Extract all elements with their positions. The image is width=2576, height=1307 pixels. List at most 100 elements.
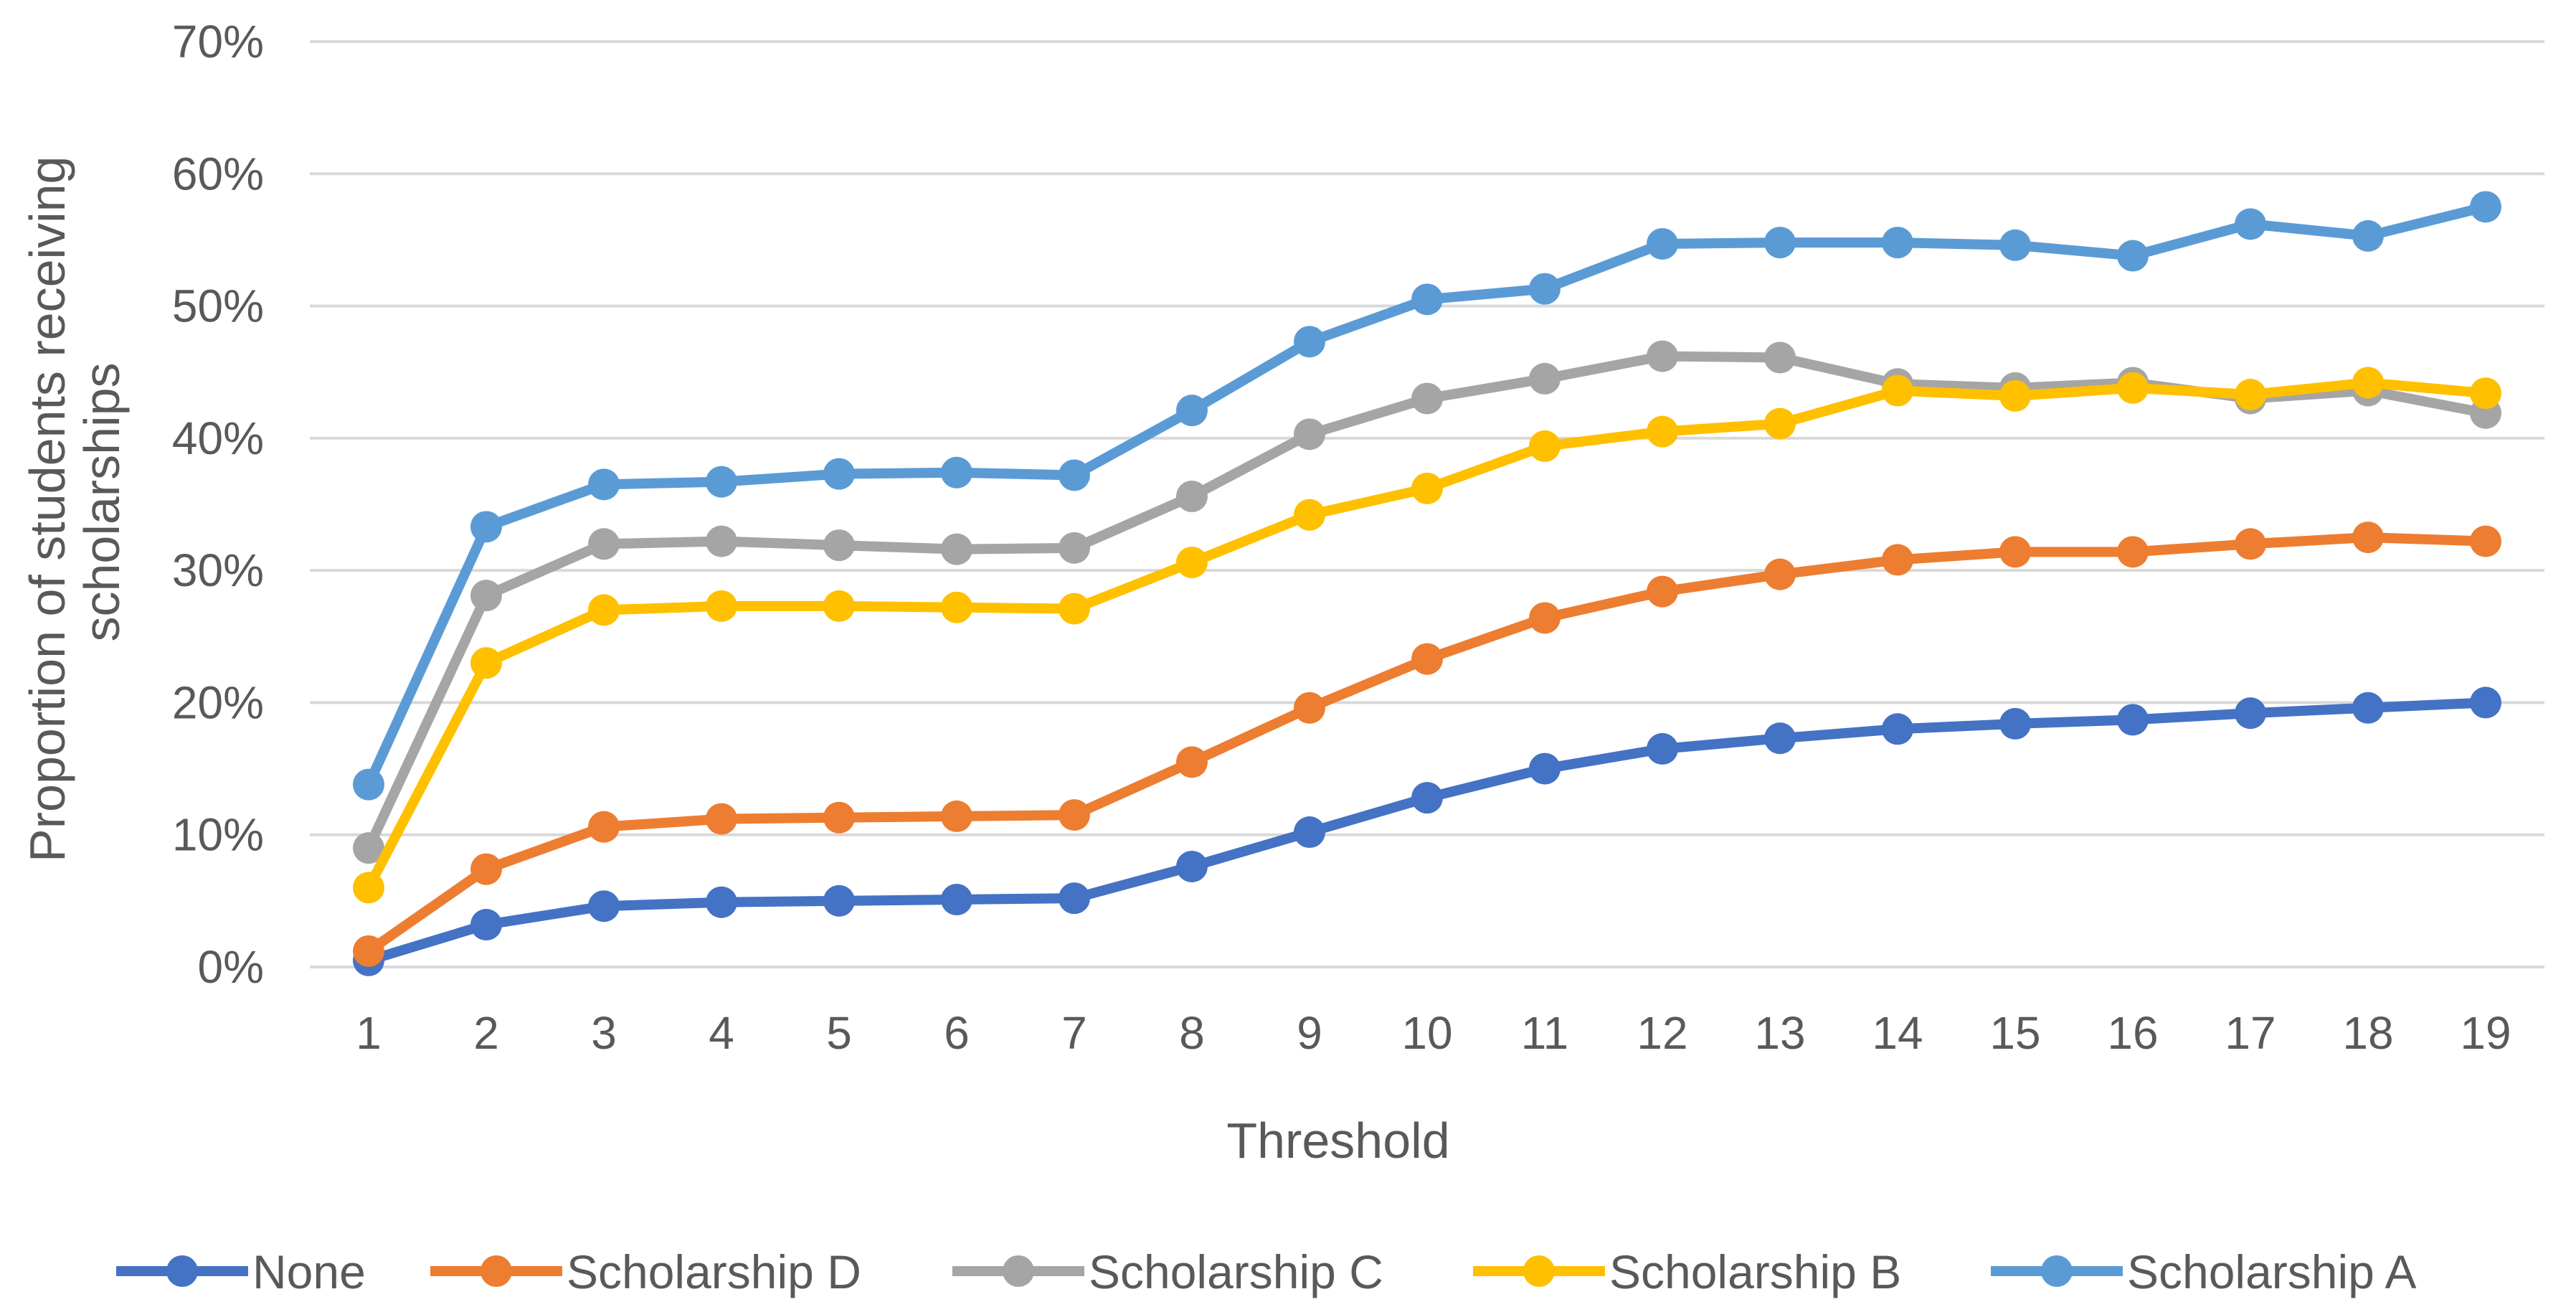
data-point	[1647, 227, 1678, 260]
data-point	[588, 890, 620, 923]
series-layer	[353, 191, 2501, 976]
data-point	[588, 594, 620, 626]
data-point	[1059, 882, 1090, 915]
x-axis-ticks: 1 2 3 4 5 6 7 8 9 10 11 12 13 14 15 16 17 18 19	[356, 1007, 2511, 1059]
legend-label: Scholarship D	[567, 1245, 861, 1298]
x-tick-label: 10	[1401, 1007, 1452, 1059]
data-point	[2235, 379, 2266, 411]
x-tick-label: 6	[944, 1007, 970, 1059]
y-tick-label: 50%	[172, 280, 264, 332]
data-point	[2352, 220, 2384, 252]
data-point	[353, 935, 384, 967]
data-point	[1176, 850, 1208, 882]
data-point	[470, 580, 502, 612]
data-point	[1411, 782, 1443, 814]
x-tick-label: 17	[2225, 1007, 2276, 1059]
data-point	[588, 528, 620, 560]
data-point	[1764, 722, 1796, 755]
data-point	[706, 466, 737, 498]
x-tick-label: 4	[709, 1007, 734, 1059]
data-point	[1411, 382, 1443, 415]
data-point	[1764, 558, 1796, 590]
data-point	[353, 832, 384, 864]
legend-swatch-marker	[1003, 1255, 1034, 1287]
y-axis-title: Proportion of students receiving scholar…	[19, 142, 130, 862]
data-point	[1294, 816, 1325, 849]
data-point	[588, 468, 620, 501]
data-point	[941, 800, 972, 832]
data-point	[1999, 536, 2031, 568]
data-point	[353, 872, 384, 904]
data-point	[1176, 480, 1208, 512]
x-tick-label: 18	[2342, 1007, 2393, 1059]
series-none	[353, 686, 2501, 976]
y-axis-ticks: 0% 10% 20% 30% 40% 50% 60% 70%	[172, 16, 264, 993]
data-point	[1999, 707, 2031, 740]
data-point	[1764, 227, 1796, 259]
data-point	[2117, 240, 2149, 272]
data-point	[2235, 697, 2266, 730]
data-point	[2352, 692, 2384, 724]
legend-swatch-marker	[2041, 1255, 2073, 1287]
data-point	[1529, 602, 1561, 634]
data-point	[1882, 544, 1913, 576]
legend-item: Scholarship C	[952, 1245, 1383, 1298]
x-tick-label: 11	[1521, 1007, 1568, 1059]
data-point	[1999, 229, 2031, 261]
data-point	[1059, 532, 1090, 564]
data-point	[1176, 547, 1208, 579]
y-tick-label: 70%	[172, 16, 264, 67]
y-tick-label: 60%	[172, 148, 264, 199]
data-point	[706, 590, 737, 622]
data-point	[1647, 340, 1678, 372]
data-point	[1294, 499, 1325, 531]
series-line	[364, 697, 2491, 966]
data-point	[941, 533, 972, 565]
data-point	[1294, 326, 1325, 358]
data-point	[1411, 472, 1443, 504]
y-tick-label: 30%	[172, 544, 264, 596]
data-point	[1176, 395, 1208, 427]
data-point	[470, 853, 502, 885]
data-point	[2352, 367, 2384, 399]
data-point	[823, 529, 855, 562]
legend-item: Scholarship D	[430, 1245, 861, 1298]
series-scholarship-a	[353, 191, 2501, 801]
data-point	[470, 647, 502, 679]
legend-item: Scholarship B	[1473, 1245, 1901, 1298]
data-point	[2470, 525, 2501, 557]
data-point	[1764, 341, 1796, 374]
data-point	[1059, 593, 1090, 625]
y-tick-label: 0%	[198, 941, 265, 993]
x-tick-label: 7	[1061, 1007, 1087, 1059]
data-point	[1529, 273, 1561, 305]
data-point	[941, 591, 972, 623]
x-axis-title: Threshold	[1226, 1113, 1449, 1169]
x-tick-label: 3	[591, 1007, 617, 1059]
data-point	[1294, 692, 1325, 724]
series-scholarship-d	[353, 522, 2501, 967]
data-point	[353, 768, 384, 801]
data-point	[470, 909, 502, 941]
data-point	[1882, 374, 1913, 407]
series-line	[364, 351, 2491, 854]
x-tick-label: 19	[2460, 1007, 2511, 1059]
x-tick-label: 13	[1754, 1007, 1805, 1059]
x-tick-label: 15	[1989, 1007, 2040, 1059]
data-point	[2117, 536, 2149, 568]
data-point	[1647, 575, 1678, 608]
x-tick-label: 14	[1872, 1007, 1923, 1059]
data-point	[823, 590, 855, 622]
data-point	[1647, 732, 1678, 765]
legend-label: Scholarship B	[1609, 1245, 1901, 1298]
x-tick-label: 9	[1297, 1007, 1322, 1059]
legend-swatch-marker	[480, 1255, 512, 1287]
x-tick-label: 5	[826, 1007, 852, 1059]
legend-swatch-marker	[166, 1255, 198, 1287]
x-tick-label: 2	[473, 1007, 499, 1059]
data-point	[2117, 372, 2149, 404]
data-point	[1059, 459, 1090, 491]
data-point	[2352, 522, 2384, 554]
legend-label: Scholarship C	[1089, 1245, 1383, 1298]
